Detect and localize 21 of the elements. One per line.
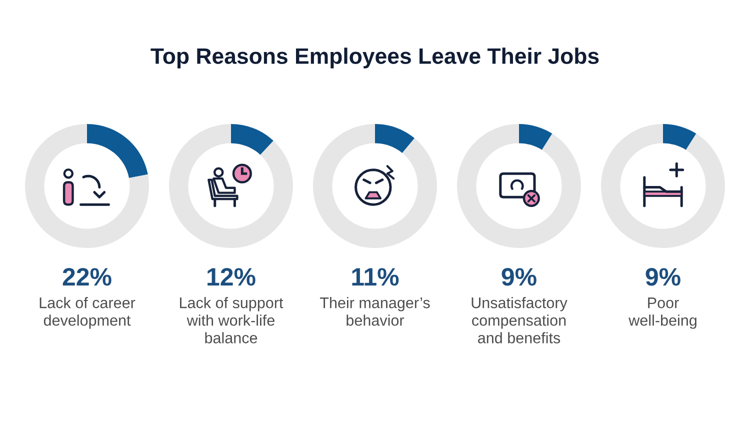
text: Poor well-being: [628, 298, 696, 329]
chart-title: Top Reasons Employees Leave Their Jobs: [150, 48, 599, 68]
text: 9%: [502, 268, 536, 286]
text: Lack of support with work-life balance: [180, 297, 284, 344]
donut-slice: [87, 124, 148, 178]
text: 22%: [62, 268, 112, 286]
text: Lack of career development: [40, 297, 136, 329]
donut-slice: [519, 124, 552, 150]
text: 11%: [352, 268, 399, 286]
text: Their manager’s behavior: [320, 297, 430, 326]
donut-slice: [25, 124, 149, 248]
text: 9%: [646, 268, 680, 286]
donut-slice: [663, 124, 696, 150]
donut-slice: [169, 124, 293, 248]
text: Unsatisfactory compensation and benefits: [472, 297, 568, 344]
donut-slice: [231, 124, 274, 155]
donut-slice: [313, 124, 437, 248]
donut-slice: [601, 124, 725, 248]
donut-slice: [457, 124, 581, 248]
donut-slice: [375, 124, 415, 154]
text: 12%: [208, 268, 256, 286]
